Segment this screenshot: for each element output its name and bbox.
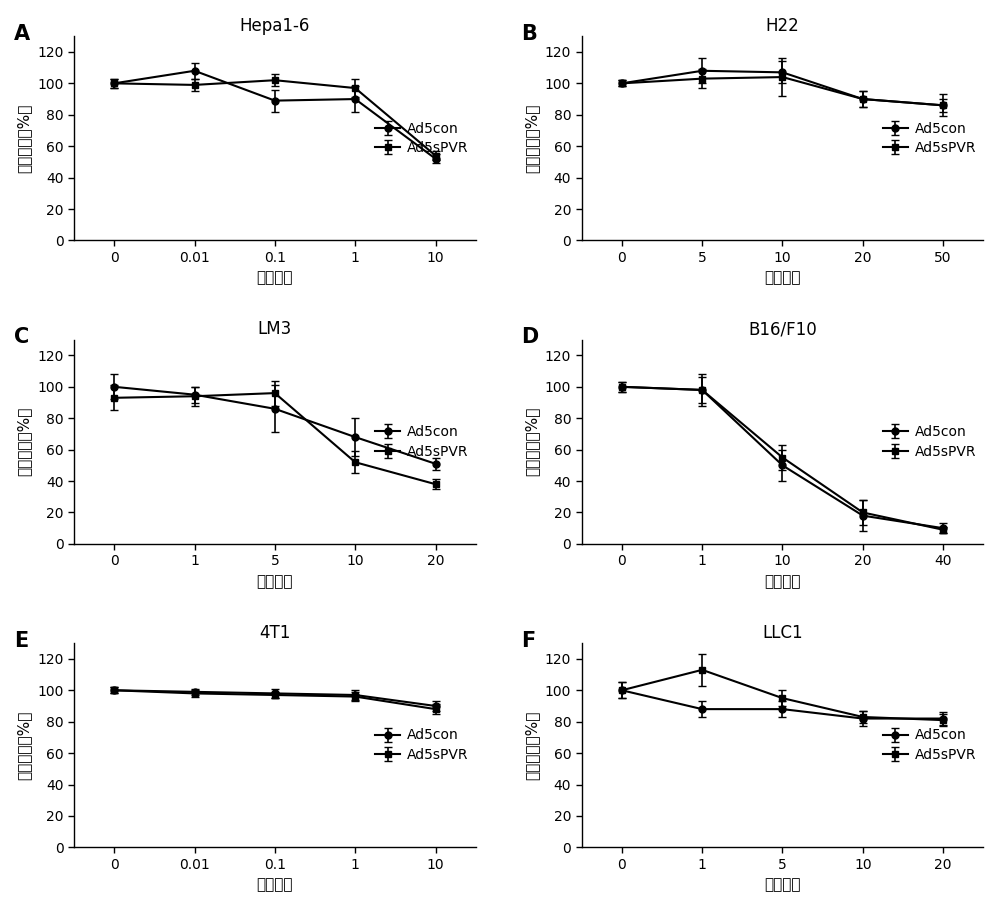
Title: Hepa1-6: Hepa1-6	[240, 16, 310, 35]
X-axis label: 感染复数: 感染复数	[257, 574, 293, 589]
Text: D: D	[521, 327, 539, 347]
X-axis label: 感染复数: 感染复数	[764, 574, 801, 589]
Legend: Ad5con, Ad5sPVR: Ad5con, Ad5sPVR	[883, 728, 976, 762]
Y-axis label: 细胞活力（%）: 细胞活力（%）	[524, 711, 539, 780]
Y-axis label: 细胞活力（%）: 细胞活力（%）	[17, 711, 32, 780]
X-axis label: 感染复数: 感染复数	[257, 877, 293, 893]
X-axis label: 感染复数: 感染复数	[764, 270, 801, 285]
Legend: Ad5con, Ad5sPVR: Ad5con, Ad5sPVR	[375, 728, 469, 762]
Text: E: E	[14, 631, 28, 651]
Legend: Ad5con, Ad5sPVR: Ad5con, Ad5sPVR	[375, 122, 469, 155]
Y-axis label: 细胞活力（%）: 细胞活力（%）	[524, 407, 539, 476]
X-axis label: 感染复数: 感染复数	[764, 877, 801, 893]
Text: F: F	[521, 631, 536, 651]
Title: B16/F10: B16/F10	[748, 320, 817, 338]
Legend: Ad5con, Ad5sPVR: Ad5con, Ad5sPVR	[375, 425, 469, 458]
Title: LM3: LM3	[258, 320, 292, 338]
Y-axis label: 细胞活力（%）: 细胞活力（%）	[17, 104, 32, 173]
Text: B: B	[521, 24, 537, 44]
X-axis label: 感染复数: 感染复数	[257, 270, 293, 285]
Title: LLC1: LLC1	[762, 624, 803, 642]
Title: H22: H22	[766, 16, 799, 35]
Text: C: C	[14, 327, 29, 347]
Legend: Ad5con, Ad5sPVR: Ad5con, Ad5sPVR	[883, 122, 976, 155]
Legend: Ad5con, Ad5sPVR: Ad5con, Ad5sPVR	[883, 425, 976, 458]
Y-axis label: 细胞活力（%）: 细胞活力（%）	[524, 104, 539, 173]
Title: 4T1: 4T1	[259, 624, 291, 642]
Y-axis label: 细胞活力（%）: 细胞活力（%）	[17, 407, 32, 476]
Text: A: A	[14, 24, 30, 44]
